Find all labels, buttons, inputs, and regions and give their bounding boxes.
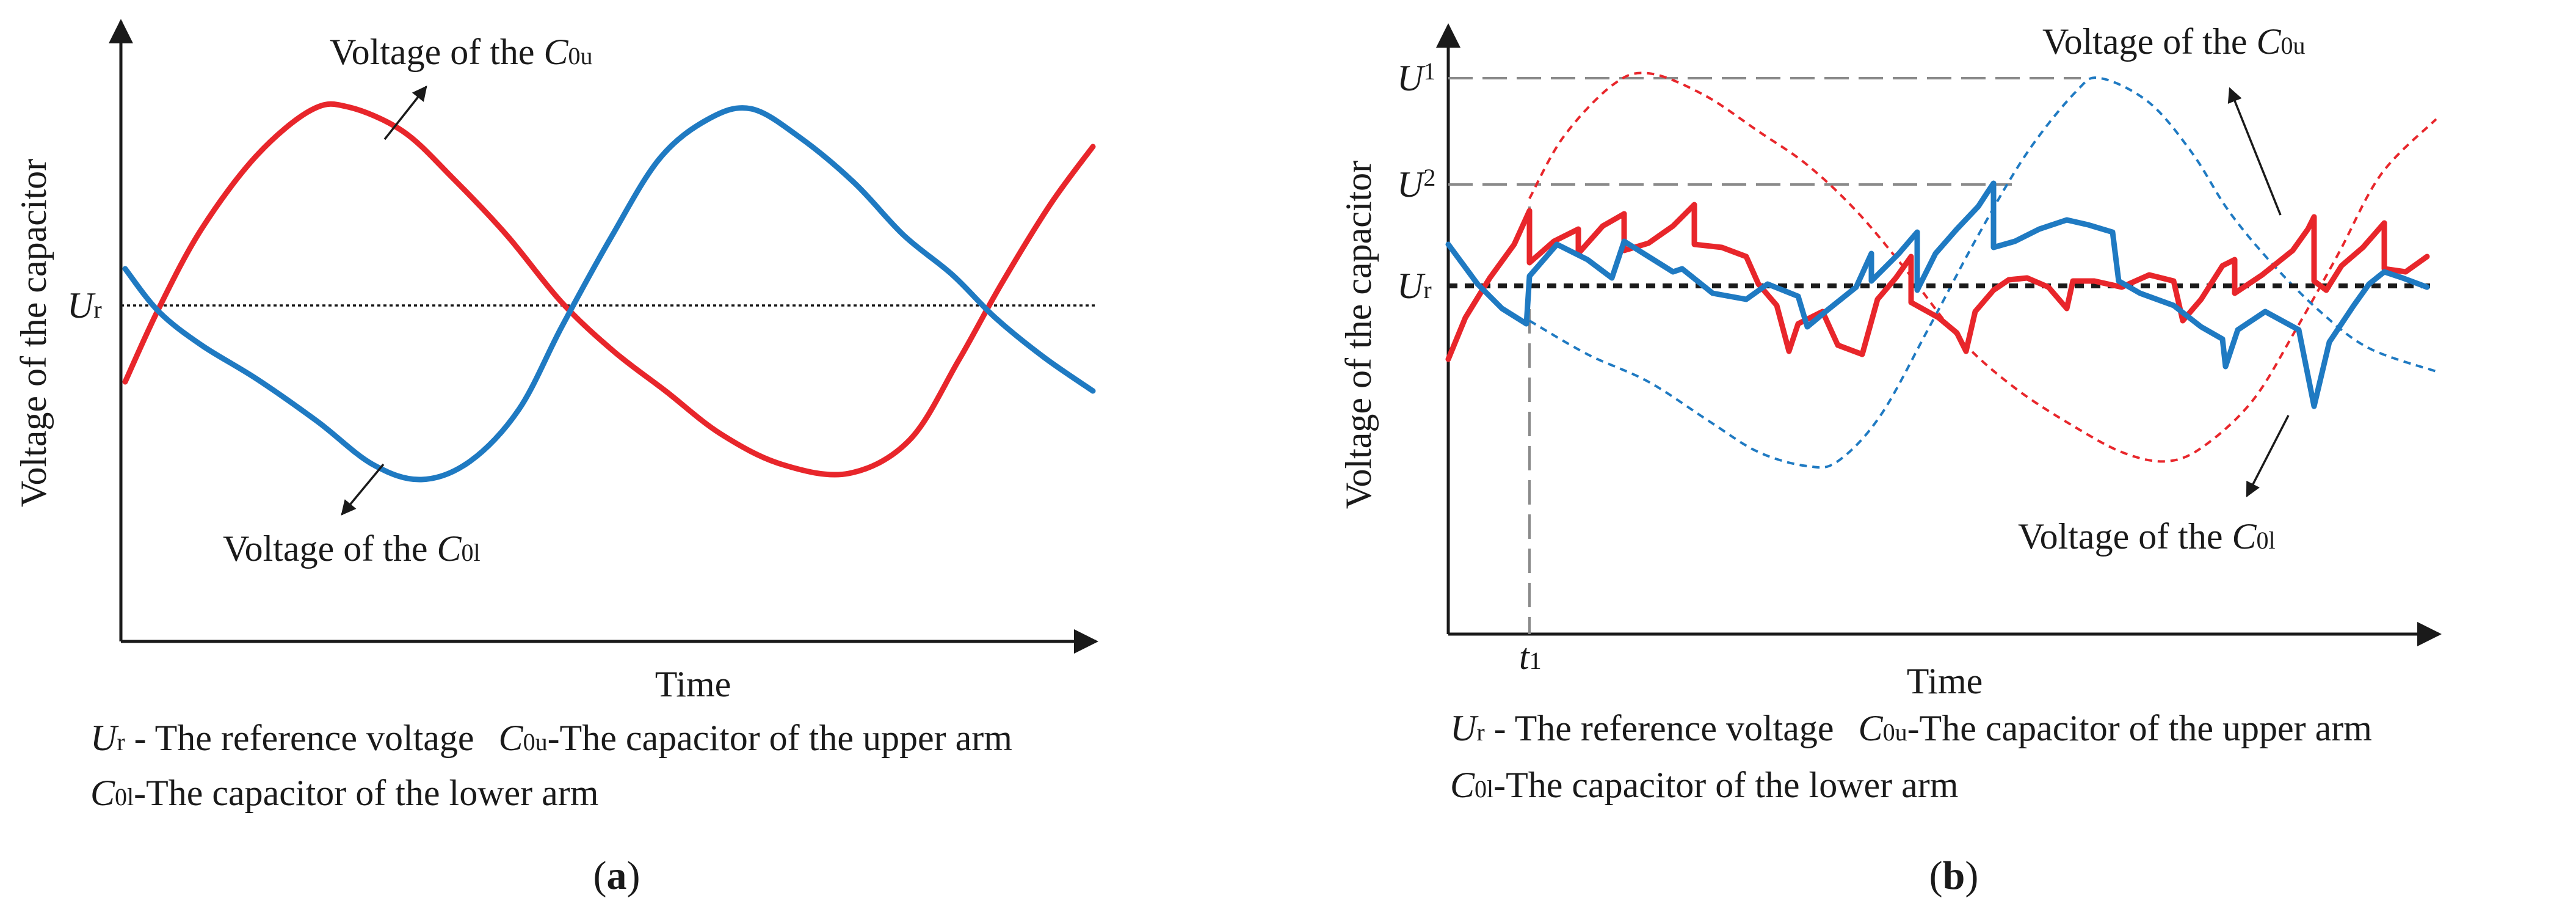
panel-a-lower-annotation: Voltage of the C0l: [223, 528, 481, 569]
panel-b-ref-tick-label: Ur: [1397, 266, 1432, 306]
panel-a-ref-tick-label: Ur: [67, 285, 102, 326]
panel-b-legend-line-1: Ur - The reference voltage C0u-The capaci…: [1450, 708, 2372, 748]
panel-b-u1-tick-label: U1: [1397, 57, 1435, 98]
panel-b-y-axis-label: Voltage of the capacitor: [1338, 161, 1379, 509]
panel-a-x-axis-label: Time: [655, 664, 731, 704]
panel-a-legend-line-2: C0l-The capacitor of the lower arm: [90, 773, 598, 813]
panel-b-x-axis-label: Time: [1907, 661, 1983, 701]
panel-a-label: (a): [593, 853, 640, 898]
panel-a-upper-annotation: Voltage of the C0u: [330, 32, 593, 72]
panel-a-lower-arm-voltage-curve: [122, 105, 1096, 483]
panel-a-lower-annotation-arrow: [341, 463, 385, 516]
panel-b-lower-annotation: Voltage of the C0l: [2018, 516, 2276, 557]
panel-b-lower-annotation-arrow: [2246, 415, 2290, 498]
panel-b-upper-arm-voltage-curve: [1445, 202, 2430, 362]
panel-b-label: (b): [1929, 853, 1979, 898]
panel-b-legend-line-2: C0l-The capacitor of the lower arm: [1450, 765, 1958, 805]
panel-b-u2-tick-label: U2: [1397, 164, 1435, 205]
panel-a-y-axis-label: Voltage of the capacitor: [13, 159, 54, 507]
panel-b-t1-tick-label: t1: [1519, 637, 1542, 677]
panel-a-upper-arm-voltage-curve: [122, 101, 1096, 478]
panel-b-upper-annotation-arrow: [2227, 87, 2282, 216]
panel-b-lower-arm-envelope-curve: [1528, 76, 2437, 469]
panel-b: Voltage of the capacitor Time U1 U2 Ur t…: [1338, 21, 2442, 898]
panel-a-upper-annotation-arrow: [383, 86, 427, 141]
panel-a: Voltage of the capacitor Time Ur Voltage…: [13, 19, 1098, 898]
panel-b-lower-arm-voltage-curve: [1445, 180, 2430, 409]
panel-b-upper-annotation: Voltage of the C0u: [2042, 21, 2306, 62]
panel-b-upper-arm-envelope-curve: [1528, 71, 2437, 463]
panel-a-legend-line-1: Ur - The reference voltage C0u-The capaci…: [90, 718, 1012, 758]
